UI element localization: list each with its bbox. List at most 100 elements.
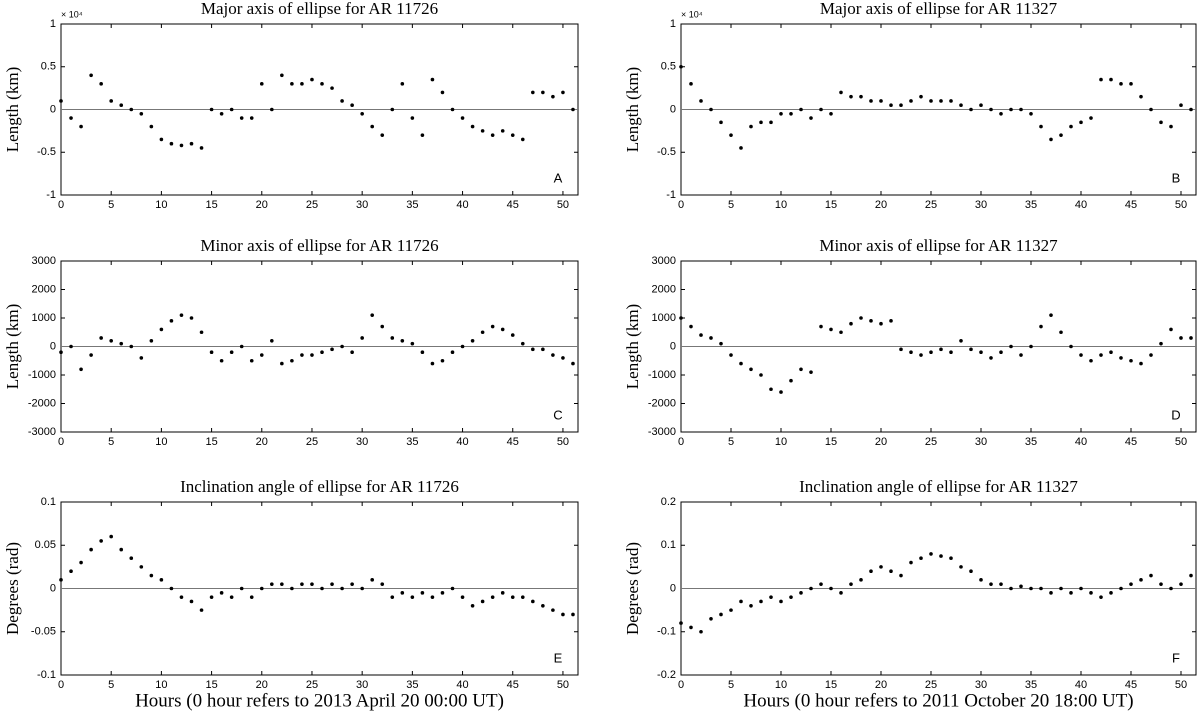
y-axis-label: Degrees (rad) (623, 542, 642, 635)
x-tick-label: 25 (925, 679, 937, 691)
data-point (929, 350, 933, 355)
data-point (79, 124, 83, 129)
y-tick-label: -1 (666, 189, 676, 201)
x-tick-label: 40 (456, 679, 468, 691)
data-point (320, 350, 324, 355)
data-point (450, 107, 455, 112)
x-tick-label: 45 (507, 436, 519, 448)
x-tick-label: 40 (1075, 436, 1087, 448)
data-point (270, 582, 274, 586)
data-point (1079, 586, 1083, 591)
panel-title: Inclination angle of ellipse for AR 1132… (799, 477, 1078, 496)
data-point (749, 124, 753, 129)
data-point (979, 103, 983, 108)
x-tick-label: 0 (58, 679, 64, 691)
data-point (450, 586, 455, 591)
data-point (1159, 341, 1163, 346)
y-tick-label: -1000 (648, 369, 676, 381)
data-point (109, 99, 113, 103)
panel-title: Minor axis of ellipse for AR 11726 (200, 236, 438, 255)
x-tick-label: 50 (1175, 199, 1187, 211)
data-point (709, 616, 713, 621)
data-point (889, 319, 893, 323)
data-point (999, 350, 1003, 355)
data-point (531, 90, 535, 95)
data-point (229, 107, 234, 112)
data-point (1089, 591, 1093, 595)
data-point (360, 336, 364, 340)
y-axis-label: Length (km) (623, 67, 642, 152)
x-tick-label: 20 (256, 199, 268, 211)
data-point (480, 129, 485, 133)
data-point (239, 344, 244, 349)
axis-multiplier: × 10⁴ (61, 9, 83, 19)
data-point (179, 595, 184, 599)
data-point (879, 321, 883, 326)
x-tick-label: 35 (1025, 436, 1037, 448)
data-point (440, 591, 445, 595)
data-point (571, 107, 575, 112)
data-point (320, 82, 324, 86)
data-point (380, 582, 385, 586)
data-point (1039, 586, 1043, 591)
x-tick-label: 35 (406, 679, 418, 691)
data-point (1149, 353, 1153, 357)
data-point (440, 358, 445, 363)
panel: Inclination angle of ellipse for AR 1172… (3, 477, 579, 711)
data-point (129, 344, 134, 349)
data-point (1169, 327, 1173, 332)
panel-label: D (1171, 407, 1180, 422)
data-point (139, 356, 144, 360)
y-tick-label: 0.1 (41, 496, 56, 508)
y-tick-label: -0.5 (657, 146, 676, 158)
data-point (739, 599, 743, 604)
data-point (209, 350, 214, 355)
data-point (959, 103, 963, 108)
data-point (769, 120, 773, 125)
y-tick-label: 0.5 (661, 61, 676, 73)
data-point (809, 586, 813, 591)
x-tick-label: 20 (875, 679, 887, 691)
data-point (1149, 573, 1153, 578)
data-point (320, 586, 324, 591)
x-tick-label: 15 (205, 679, 217, 691)
y-tick-label: 0.5 (41, 61, 56, 73)
data-point (819, 107, 823, 112)
data-point (249, 595, 254, 599)
data-point (779, 599, 783, 604)
data-point (729, 608, 733, 612)
x-tick-label: 10 (775, 436, 787, 448)
data-point (280, 361, 284, 366)
data-point (1009, 107, 1013, 112)
data-point (229, 595, 234, 599)
data-point (779, 390, 783, 394)
x-tick-label: 35 (406, 199, 418, 211)
data-point (1129, 82, 1133, 86)
panel-title: Minor axis of ellipse for AR 11327 (819, 236, 1058, 255)
x-tick-label: 45 (507, 199, 519, 211)
data-point (561, 356, 565, 360)
data-point (219, 111, 224, 116)
data-point (520, 595, 525, 599)
y-tick-label: 0 (670, 103, 676, 115)
x-tick-label: 25 (925, 199, 937, 211)
x-tick-label: 25 (306, 436, 318, 448)
data-point (109, 534, 113, 539)
data-point (460, 116, 465, 120)
panel-title: Major axis of ellipse for AR 11726 (201, 0, 438, 18)
y-tick-label: 2000 (32, 283, 56, 295)
y-tick-label: -0.05 (31, 626, 56, 638)
data-point (809, 116, 813, 120)
data-point (209, 595, 214, 599)
data-point (1009, 586, 1013, 591)
data-point (350, 582, 354, 586)
x-tick-label: 35 (406, 436, 418, 448)
data-point (1019, 353, 1023, 357)
data-point (340, 344, 344, 349)
data-point (520, 341, 525, 346)
y-tick-label: -3000 (28, 426, 56, 438)
data-point (739, 146, 743, 150)
data-point (759, 120, 763, 125)
data-point (859, 316, 863, 320)
panel: Minor axis of ellipse for AR 11726 Length… (3, 236, 579, 448)
